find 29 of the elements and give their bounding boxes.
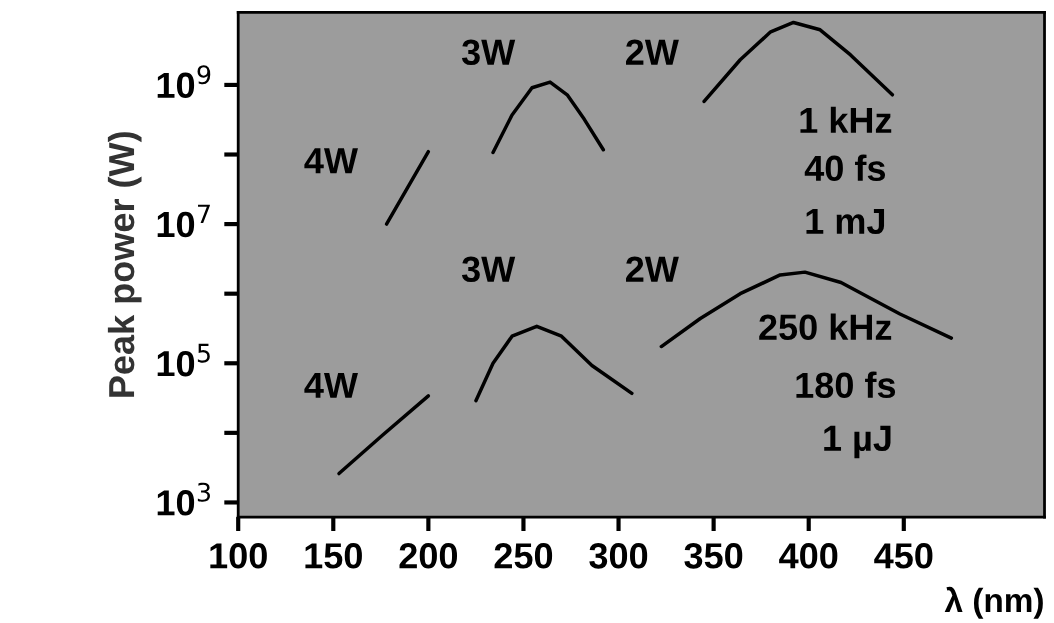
x-tick-label: 400	[779, 543, 838, 569]
x-tick-label: 200	[399, 543, 458, 569]
annotation: 3W	[461, 39, 516, 66]
x-tick-label: 450	[874, 543, 933, 569]
line-series	[702, 20, 895, 104]
x-tick-label: 300	[589, 543, 648, 569]
y-tick-label: 10$^{7}$	[157, 204, 210, 238]
line-series	[474, 324, 634, 403]
y-axis-title: Peak power (W)	[107, 132, 142, 397]
x-tick-label: 250	[494, 543, 553, 569]
annotation: 180 fs	[796, 371, 896, 399]
annotation: 40 fs	[804, 154, 886, 182]
x-tick-label: 350	[684, 543, 743, 569]
annotation: 4W	[304, 148, 358, 174]
annotation: 2W	[626, 39, 679, 65]
x-axis-title: λ (nm)	[944, 586, 1043, 619]
annotation: 1 µJ	[824, 425, 891, 459]
annotation: 250 kHz	[759, 313, 892, 341]
y-tick-label: 10$^{3}$	[157, 482, 210, 516]
annotation: 1 kHz	[800, 106, 892, 133]
annotation: 3W	[461, 256, 516, 283]
x-tick-label: 100	[210, 543, 267, 569]
y-tick-label: 10$^{5}$	[157, 343, 210, 377]
annotation: 2W	[626, 256, 679, 282]
x-tick-label: 150	[305, 543, 362, 569]
line-series	[491, 80, 606, 155]
annotation: 4W	[304, 372, 358, 398]
annotation: 1 mJ	[806, 208, 885, 235]
y-tick-label: 10$^{9}$	[157, 65, 211, 99]
